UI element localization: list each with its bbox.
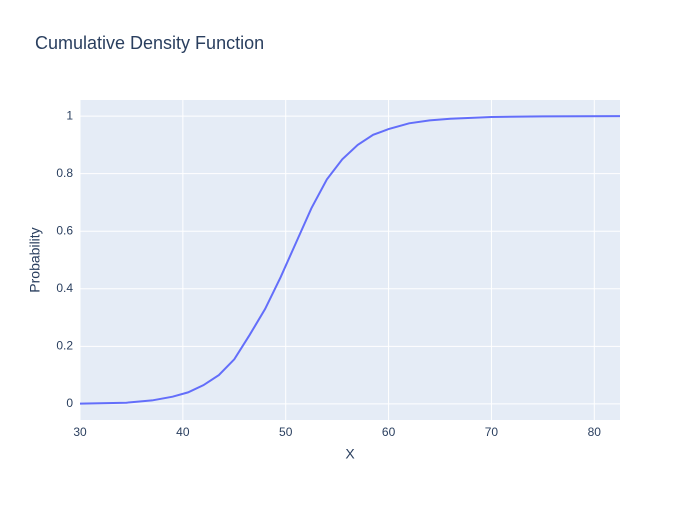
y-tick-label: 0.6	[56, 223, 73, 237]
x-tick-label: 40	[176, 425, 190, 439]
chart-title: Cumulative Density Function	[35, 33, 264, 53]
y-tick-label: 0.2	[56, 339, 73, 353]
x-axis-label: X	[345, 446, 355, 462]
line	[79, 115, 621, 405]
x-tick-label: 60	[382, 425, 396, 439]
y-tick-label: 0.8	[56, 166, 73, 180]
x-tick-label: 80	[588, 425, 602, 439]
y-axis-label: Probability	[27, 227, 43, 292]
y-tick-label: 0.4	[56, 281, 73, 295]
y-tick-label: 0	[66, 396, 73, 410]
x-tick-label: 50	[279, 425, 293, 439]
plot-area	[80, 100, 620, 420]
x-tick-label: 70	[485, 425, 499, 439]
x-tick-label: 30	[73, 425, 87, 439]
y-tick-label: 1	[66, 108, 73, 122]
